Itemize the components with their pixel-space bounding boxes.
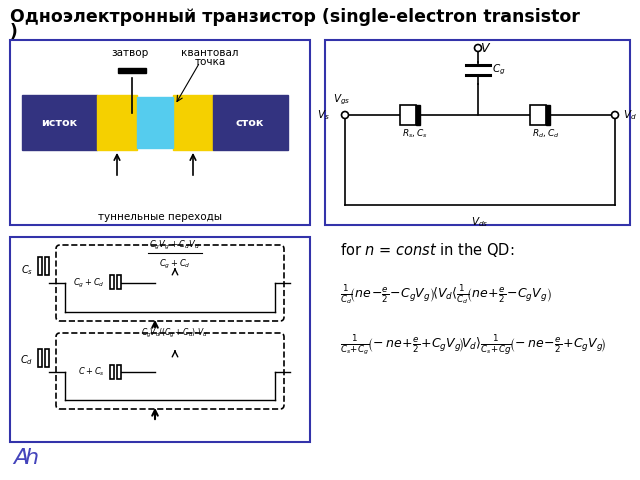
Text: исток: исток (41, 118, 77, 128)
Text: $C+C_s$: $C+C_s$ (78, 366, 105, 378)
Bar (173, 95, 213, 150)
FancyBboxPatch shape (56, 245, 284, 321)
Text: $C_g+C_d$: $C_g+C_d$ (159, 258, 191, 271)
Bar (400, 105, 416, 125)
Bar (118, 68, 146, 73)
Text: $R_s, C_s$: $R_s, C_s$ (402, 127, 428, 140)
Bar (416, 105, 420, 125)
Text: $C_g$: $C_g$ (492, 63, 506, 77)
Circle shape (611, 111, 618, 119)
Bar (110, 275, 114, 289)
Text: $\mathit{A\!h}$: $\mathit{A\!h}$ (12, 448, 40, 468)
FancyBboxPatch shape (56, 333, 284, 409)
Bar (213, 95, 288, 150)
Bar (38, 257, 42, 275)
Text: $\frac{1}{C_d}\!\left(ne\!-\!\frac{e}{2}\!-\!C_g V_g\right)\!\langle V_d\langle\: $\frac{1}{C_d}\!\left(ne\!-\!\frac{e}{2}… (340, 283, 552, 307)
Bar (22, 95, 97, 150)
Text: $V_d$: $V_d$ (623, 108, 637, 122)
Bar (38, 349, 42, 367)
Circle shape (474, 45, 481, 51)
Bar (110, 365, 114, 379)
Bar (117, 365, 121, 379)
Text: $V_{gs}$: $V_{gs}$ (333, 93, 350, 107)
Text: туннельные переходы: туннельные переходы (98, 212, 222, 222)
Text: $C_s$: $C_s$ (21, 263, 33, 277)
Text: $\frac{1}{C_s\!+\!C_g}\!\left(\!-ne\!+\!\frac{e}{2}\!+\!C_g V_g\!\right)\!V_d\ra: $\frac{1}{C_s\!+\!C_g}\!\left(\!-ne\!+\!… (340, 333, 606, 357)
Bar (530, 105, 546, 125)
Bar (45, 349, 49, 367)
Bar (546, 105, 550, 125)
Text: $V$: $V$ (480, 42, 492, 55)
Text: $V_s$: $V_s$ (317, 108, 330, 122)
Text: Одноэлектронный транзистор (single-electron transistor: Одноэлектронный транзистор (single-elect… (10, 8, 580, 26)
Bar (10, 237, 310, 442)
Text: сток: сток (236, 118, 264, 128)
Text: $V_{ds}$: $V_{ds}$ (471, 215, 489, 229)
Text: $R_d, C_d$: $R_d, C_d$ (532, 127, 559, 140)
Text: for $n$ = $\mathit{const}$ in the QD:: for $n$ = $\mathit{const}$ in the QD: (340, 241, 515, 259)
Text: затвор: затвор (111, 48, 148, 58)
Text: $C_d$: $C_d$ (20, 353, 33, 367)
Bar (97, 95, 137, 150)
Text: ): ) (10, 23, 18, 41)
Text: точка: точка (195, 57, 226, 67)
Bar (325, 40, 630, 225)
Bar (10, 40, 310, 225)
Circle shape (342, 111, 349, 119)
Bar (137, 97, 173, 148)
Text: $C_gV_g+C_dV_d$: $C_gV_g+C_dV_d$ (150, 239, 200, 252)
Text: квантовал: квантовал (181, 48, 239, 58)
Text: $C_g+C_d$: $C_g+C_d$ (74, 276, 105, 289)
Text: $C_gV_d/(C_g+C_d)$-$V_d$: $C_gV_d/(C_g+C_d)$-$V_d$ (141, 327, 209, 340)
Bar (45, 257, 49, 275)
Bar (117, 275, 121, 289)
